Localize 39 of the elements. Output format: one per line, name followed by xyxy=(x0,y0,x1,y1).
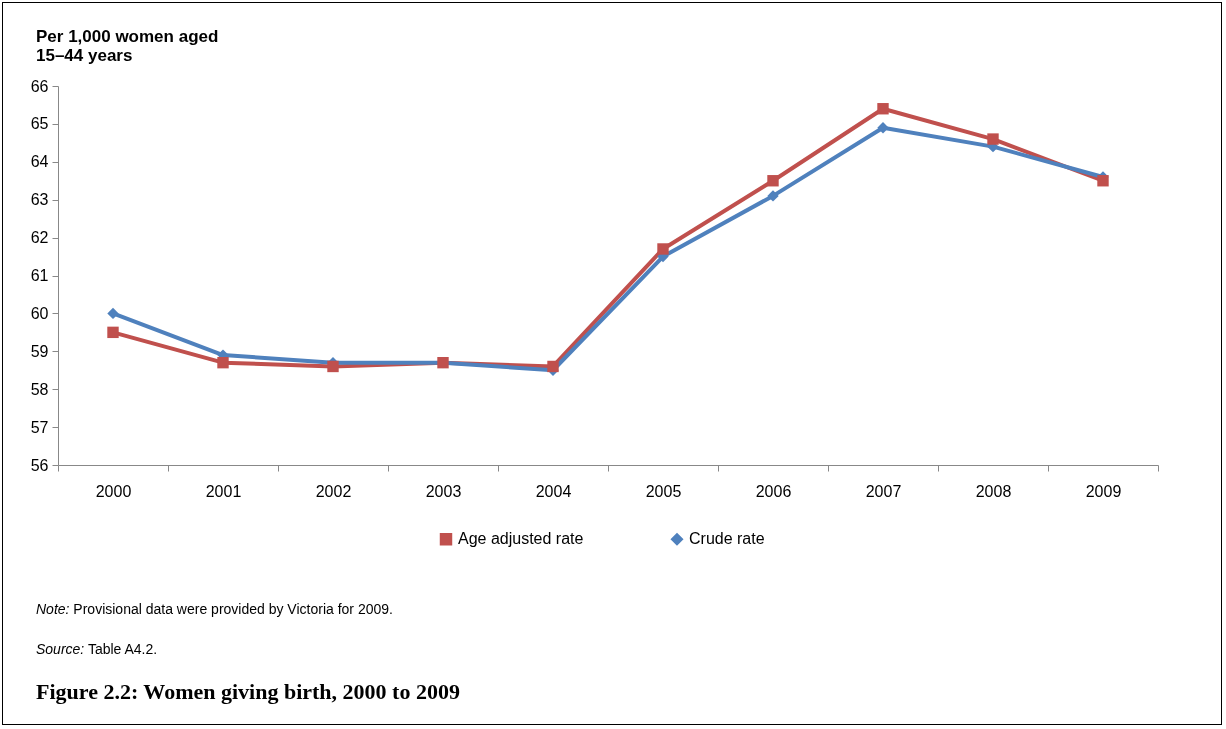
point xyxy=(877,121,889,134)
y-tick-label: 65 xyxy=(30,115,49,133)
point xyxy=(767,190,779,202)
y-tick-label: 60 xyxy=(30,304,49,322)
y-tick-label: 56 xyxy=(30,456,49,474)
legend-label: Age adjusted rate xyxy=(458,530,584,548)
point xyxy=(767,175,779,187)
y-tick-label: 59 xyxy=(30,342,49,360)
y-tick-label: 61 xyxy=(30,267,49,284)
point xyxy=(547,360,559,373)
text: Figure 2.2: Women giving birth, 2000 to 2009 xyxy=(36,679,460,705)
y-tick-label: 62 xyxy=(30,229,49,247)
point xyxy=(987,133,999,145)
text: Note: Provisional data were provided by Victoria for 2009. xyxy=(36,601,393,617)
point xyxy=(327,360,339,373)
x-tick-label: 2001 xyxy=(205,482,242,500)
legend-label: Crude rate xyxy=(689,530,765,548)
y-tick-label: 63 xyxy=(30,191,49,209)
x-tick-label: 2008 xyxy=(975,482,1012,500)
x-tick-label: 2004 xyxy=(535,482,572,500)
x-tick-label: 2009 xyxy=(1085,482,1122,500)
y-tick-label: 58 xyxy=(30,380,49,398)
x-tick-label: 2000 xyxy=(95,482,132,500)
point xyxy=(217,356,229,369)
y-tick-label: 66 xyxy=(30,77,49,95)
point xyxy=(877,103,889,115)
y-axis-title: Per 1,000 women aged 15–44 years xyxy=(36,27,220,65)
y-tick-label: 57 xyxy=(30,418,49,436)
point xyxy=(107,307,119,320)
x-tick-label: 2005 xyxy=(645,482,682,500)
x-tick-label: 2006 xyxy=(755,482,792,500)
x-tick-label: 2003 xyxy=(425,482,462,500)
source-note: Source: Table A4.2. xyxy=(36,641,159,657)
x-tick-label: 2007 xyxy=(865,482,902,500)
x-tick-label: 2002 xyxy=(315,482,352,500)
point xyxy=(657,243,669,255)
point xyxy=(1097,175,1109,187)
point xyxy=(107,326,119,339)
y-tick-label: 64 xyxy=(30,153,49,171)
